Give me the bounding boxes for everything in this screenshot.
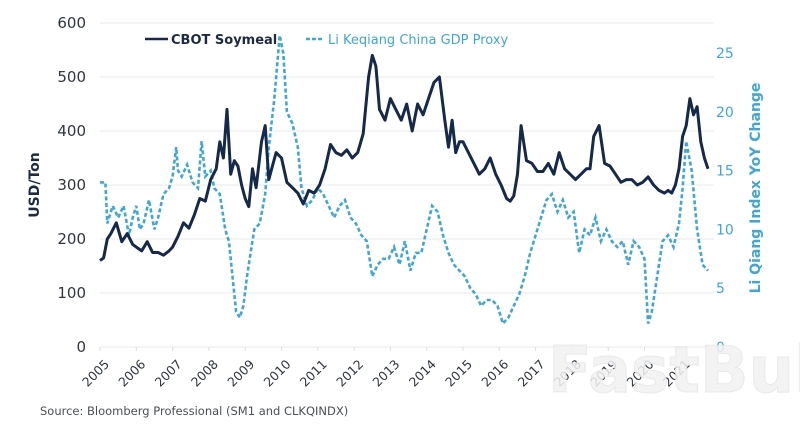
x-tick-label: 2015 [442, 357, 475, 390]
x-tick-label: 2013 [369, 357, 402, 390]
gridlines [100, 22, 714, 348]
y-axis-right-title: Li Qiang Index YoY Change [748, 83, 764, 294]
y-left-tick-label: 0 [76, 338, 86, 356]
gdp-proxy-line [100, 35, 709, 327]
y-right-tick-label: 15 [716, 164, 734, 180]
y-right-tick-label: 20 [716, 105, 734, 121]
y-right-tick-label: 10 [716, 222, 734, 238]
y-right-tick-label: 5 [716, 281, 725, 297]
y-left-tick-label: 100 [57, 284, 86, 302]
y-axis-right-ticks: 0 5 10 15 20 25 [716, 46, 734, 356]
x-tick-label: 2005 [79, 357, 112, 390]
y-left-tick-label: 200 [57, 230, 86, 248]
x-tick-label: 2012 [333, 357, 366, 390]
x-tick-label: 2006 [115, 356, 148, 389]
soymeal-line [99, 53, 710, 262]
legend-label-soymeal: CBOT Soymeal [171, 33, 277, 48]
y-right-tick-label: 25 [716, 46, 734, 62]
legend: CBOT Soymeal Li Keqiang China GDP Proxy [145, 33, 509, 48]
series-gdp-proxy [100, 35, 709, 327]
x-tick-label: 2011 [297, 357, 330, 390]
x-tick-label: 2010 [261, 356, 294, 389]
y-left-tick-label: 300 [57, 176, 86, 194]
x-tick-label: 2009 [224, 356, 257, 389]
x-tick-label: 2014 [406, 356, 439, 389]
series-soymeal [99, 53, 710, 262]
y-left-tick-label: 600 [57, 14, 86, 32]
x-tick-label: 2017 [515, 357, 548, 390]
source-note: Source: Bloomberg Professional (SM1 and … [40, 404, 349, 418]
y-axis-left-ticks: 0 100 200 300 400 500 600 [57, 14, 86, 356]
y-right-tick-label: 0 [716, 340, 725, 356]
x-tick-label: 2008 [188, 356, 221, 389]
y-left-tick-label: 400 [57, 122, 86, 140]
y-axis-left-title: USD/Ton [27, 152, 43, 217]
x-tick-label: 2016 [478, 356, 511, 389]
watermark: FastBull [548, 334, 800, 408]
x-tick-label: 2007 [152, 357, 185, 390]
legend-label-gdp-proxy: Li Keqiang China GDP Proxy [328, 33, 509, 48]
y-left-tick-label: 500 [57, 68, 86, 86]
